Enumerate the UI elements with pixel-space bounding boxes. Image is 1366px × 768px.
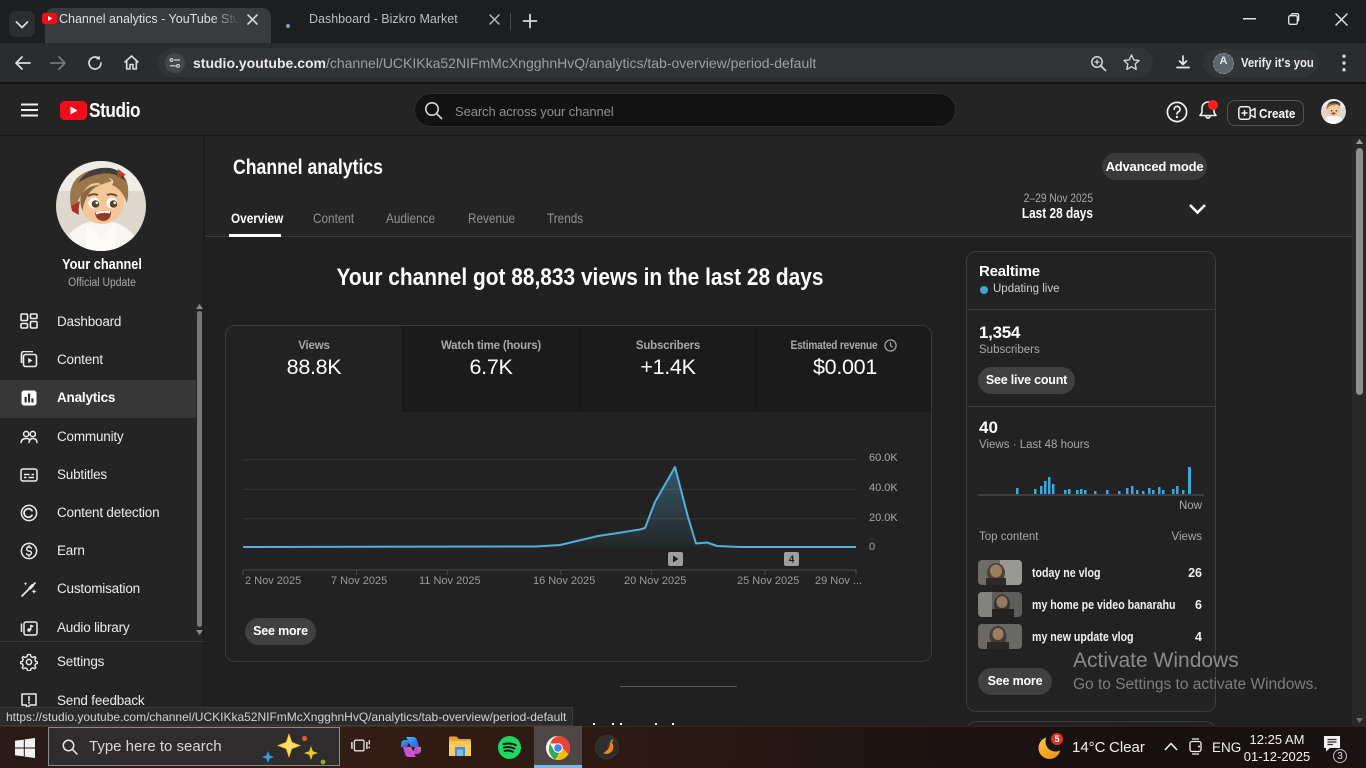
svg-text:4: 4: [789, 555, 795, 566]
